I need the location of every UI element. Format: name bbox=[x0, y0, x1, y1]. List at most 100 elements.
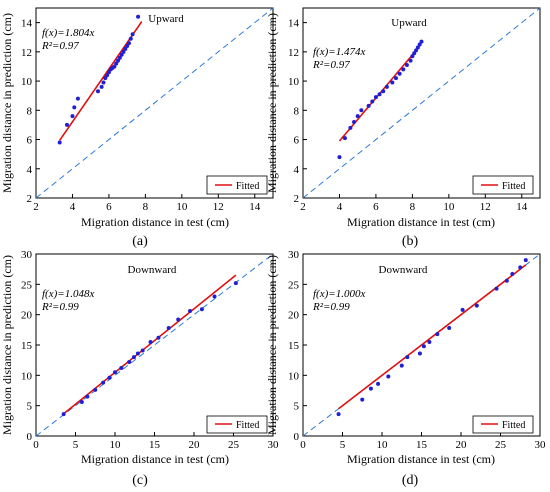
data-point bbox=[494, 286, 499, 291]
data-points bbox=[57, 14, 141, 145]
data-point bbox=[386, 374, 391, 379]
y-tick-label: 0 bbox=[294, 431, 300, 443]
data-point bbox=[417, 351, 422, 356]
data-point bbox=[79, 400, 84, 405]
x-tick-label: 10 bbox=[176, 201, 188, 213]
data-point bbox=[404, 63, 409, 67]
reference-line bbox=[302, 7, 541, 199]
x-tick-label: 15 bbox=[149, 439, 161, 451]
data-point bbox=[421, 344, 426, 349]
panel-label: (b) bbox=[402, 234, 419, 249]
data-point bbox=[75, 96, 80, 101]
data-point bbox=[125, 44, 130, 48]
y-tick-label: 30 bbox=[21, 249, 33, 261]
data-points bbox=[337, 39, 424, 160]
x-axis-label: Migration distance in test (cm) bbox=[81, 215, 229, 229]
x-tick-label: 12 bbox=[213, 201, 224, 213]
data-point bbox=[377, 92, 382, 97]
y-tick-label: 10 bbox=[21, 370, 33, 382]
data-point bbox=[123, 46, 128, 51]
legend: Fitted bbox=[206, 175, 268, 195]
x-tick-label: 20 bbox=[189, 439, 201, 451]
data-point bbox=[99, 84, 104, 89]
x-axis-label: Migration distance in test (cm) bbox=[81, 452, 229, 466]
legend-box bbox=[206, 175, 268, 195]
x-tick-label: 10 bbox=[377, 439, 389, 451]
x-tick-label: 10 bbox=[443, 201, 455, 213]
data-point bbox=[355, 114, 360, 119]
data-point bbox=[106, 70, 111, 75]
data-point bbox=[176, 317, 181, 322]
x-tick-label: 0 bbox=[33, 439, 39, 451]
tick-layer: 2 4 6 8 10 12 14 2 4 6 8 10 12 14 bbox=[21, 18, 261, 213]
data-point bbox=[72, 105, 77, 110]
y-axis-label: Migration distance in prediction (cm) bbox=[0, 255, 14, 435]
data-point bbox=[370, 99, 375, 104]
y-tick-label: 20 bbox=[288, 310, 300, 322]
data-point bbox=[390, 80, 395, 85]
data-point bbox=[348, 125, 353, 130]
y-tick-label: 4 bbox=[294, 164, 300, 176]
x-tick-label: 2 bbox=[33, 201, 39, 213]
data-point bbox=[384, 84, 389, 89]
data-point bbox=[156, 335, 161, 340]
y-tick-label: 10 bbox=[288, 370, 300, 382]
y-tick-label: 10 bbox=[21, 76, 33, 88]
y-axis-label: Migration distance in prediction (cm) bbox=[265, 255, 279, 435]
x-axis-label: Migration distance in test (cm) bbox=[347, 215, 495, 229]
data-point bbox=[131, 355, 136, 360]
data-point bbox=[366, 103, 371, 108]
data-point bbox=[116, 58, 121, 63]
data-point bbox=[414, 48, 419, 53]
data-point bbox=[397, 71, 402, 76]
data-point bbox=[415, 45, 420, 50]
data-point bbox=[140, 348, 145, 353]
data-point bbox=[127, 359, 132, 364]
panel-c: 0 5 10 15 20 25 30 0 5 10 15 20 25 30 Downward f(x)=1… bbox=[0, 249, 279, 488]
data-point bbox=[233, 281, 238, 286]
data-point bbox=[121, 49, 126, 54]
data-point bbox=[70, 114, 75, 119]
data-point bbox=[85, 394, 90, 399]
data-point bbox=[61, 412, 66, 417]
y-tick-label: 10 bbox=[288, 76, 300, 88]
data-point bbox=[405, 355, 410, 360]
data-point bbox=[408, 58, 413, 63]
data-point bbox=[504, 278, 509, 283]
data-point bbox=[460, 307, 465, 312]
data-points bbox=[336, 258, 528, 417]
x-tick-label: 6 bbox=[373, 201, 379, 213]
diagonal-line bbox=[35, 253, 274, 437]
fitted-line bbox=[338, 264, 527, 410]
tick-layer: 2 4 6 8 10 12 14 2 4 6 8 10 12 14 bbox=[288, 18, 528, 213]
data-point bbox=[336, 412, 341, 417]
data-point bbox=[148, 339, 153, 344]
y-tick-label: 14 bbox=[21, 18, 33, 30]
legend-box bbox=[472, 175, 534, 195]
data-point bbox=[359, 108, 364, 113]
equation-label: f(x)=1.474x bbox=[313, 46, 365, 58]
r2-label: R²=0.99 bbox=[312, 301, 350, 313]
data-point bbox=[212, 294, 217, 299]
equation-label: f(x)=1.804x bbox=[42, 27, 94, 39]
y-tick-label: 15 bbox=[288, 340, 300, 352]
x-tick-label: 25 bbox=[495, 439, 507, 451]
fitted-line bbox=[63, 274, 237, 415]
data-point bbox=[114, 61, 119, 66]
y-tick-label: 5 bbox=[27, 401, 33, 413]
legend-label: Fitted bbox=[502, 181, 525, 192]
data-point bbox=[410, 54, 415, 59]
data-point bbox=[128, 36, 133, 41]
data-point bbox=[376, 381, 381, 386]
data-point bbox=[64, 122, 69, 127]
y-tick-label: 8 bbox=[27, 105, 33, 117]
equation-label: f(x)=1.000x bbox=[313, 288, 365, 300]
r2-label: R²=0.97 bbox=[41, 40, 79, 52]
equation-label: f(x)=1.048x bbox=[42, 288, 94, 300]
data-point bbox=[105, 73, 110, 78]
data-point bbox=[337, 155, 342, 160]
direction-label: Upward bbox=[391, 17, 427, 29]
data-point bbox=[342, 136, 347, 141]
